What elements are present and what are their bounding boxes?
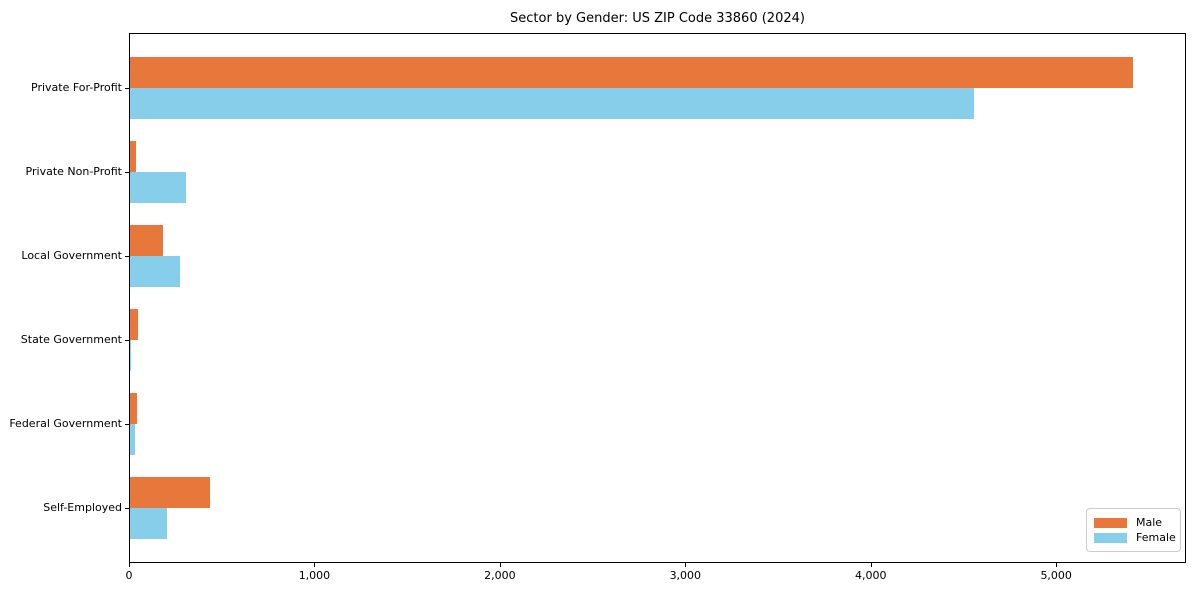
x-tick-label: 3,000 (669, 569, 702, 582)
plot-area: Male Female (129, 33, 1186, 563)
legend: Male Female (1086, 508, 1181, 552)
x-axis: 0 1,000 2,000 3,000 4,000 5,000 (0, 563, 1200, 593)
bar-male (130, 141, 137, 172)
legend-item-female: Female (1094, 530, 1180, 545)
bar-male (130, 225, 164, 256)
x-tick-mark (685, 563, 687, 567)
x-tick-mark (129, 563, 130, 567)
legend-label-male: Male (1136, 516, 1163, 529)
y-tick-label: Local Government (21, 249, 122, 262)
x-tick-mark (314, 563, 316, 567)
y-tick-mark (125, 508, 129, 509)
bar-female (130, 256, 181, 287)
male-swatch (1094, 517, 1127, 528)
y-tick-mark (125, 256, 129, 257)
x-tick-label: 2,000 (484, 569, 516, 582)
x-tick-mark (499, 563, 501, 567)
bar-male (130, 393, 138, 424)
female-swatch (1094, 532, 1127, 543)
bar-male (130, 477, 210, 508)
x-tick-mark (1056, 563, 1058, 567)
y-tick-label: Private For-Profit (31, 81, 122, 94)
y-tick-mark (125, 172, 129, 173)
y-tick-label: Self-Employed (43, 501, 122, 514)
x-tick-label: 0 (125, 569, 133, 582)
bar-female (130, 508, 168, 539)
y-tick-mark (125, 88, 129, 89)
legend-item-male: Male (1094, 515, 1180, 530)
y-axis: Private For-Profit Private Non-Profit Loca… (0, 33, 129, 563)
bar-female (130, 340, 131, 371)
x-tick-label: 4,000 (855, 569, 887, 582)
y-tick-mark (125, 424, 129, 425)
x-tick-label: 1,000 (298, 569, 331, 582)
x-tick-label: 5,000 (1040, 569, 1072, 582)
y-tick-label: Federal Government (9, 417, 122, 430)
y-tick-label: Private Non-Profit (25, 165, 122, 178)
y-tick-mark (125, 340, 129, 341)
bar-male (130, 57, 1134, 88)
x-tick-mark (870, 563, 872, 567)
y-tick-label: State Government (20, 333, 122, 346)
chart-title: Sector by Gender: US ZIP Code 33860 (202… (510, 11, 805, 26)
bar-female (130, 88, 974, 119)
bar-female (130, 172, 186, 203)
legend-label-female: Female (1136, 531, 1176, 544)
bar-male (130, 309, 139, 340)
bar-female (130, 424, 135, 455)
